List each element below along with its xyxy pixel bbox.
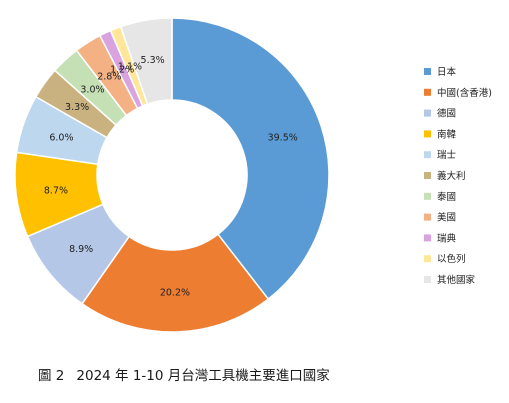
legend-label-4: 南韓 — [437, 128, 457, 140]
legend-swatch-11 — [424, 276, 431, 283]
legend-swatch-5 — [424, 151, 431, 159]
slice-label-9: 1.2% — [110, 65, 134, 76]
legend-label-2: 中國(含香港) — [437, 87, 492, 99]
figure-title: 2024 年 1-10 月台灣工具機主要進口國家 — [76, 368, 330, 384]
legend-label-9: 瑞典 — [437, 232, 457, 244]
slice-labels-layer: 39.5% 20.2% 8.9% 8.7% 6.0% 3.3% 3.0% 2.8%1.2%1.… — [44, 55, 298, 298]
slice-label-2: 20.2% — [160, 287, 190, 298]
legend-swatch-9 — [424, 234, 431, 242]
slice-11 — [119, 17, 173, 106]
slice-label-11: 5.3% — [141, 55, 165, 66]
legend-swatch-7 — [424, 192, 431, 200]
slice-label-8: 2.8% — [97, 72, 121, 83]
slice-label-10: 1.1% — [118, 61, 142, 72]
legend-label-1: 日本 — [437, 66, 457, 78]
figure-number: 圖 2 — [38, 368, 65, 384]
legend-swatch-3 — [424, 109, 431, 117]
slice-label-5: 6.0% — [49, 132, 73, 143]
legend-label-6: 義大利 — [437, 170, 466, 182]
legend-label-7: 泰國 — [437, 191, 456, 203]
slice-1 — [171, 17, 330, 301]
donut-chart: 39.5% 20.2% 8.9% 8.7% 6.0% 3.3% 3.0% 2.8%1.2%1.… — [14, 17, 492, 333]
legend-swatch-10 — [424, 255, 431, 263]
slice-label-3: 8.9% — [69, 244, 93, 255]
legend-swatch-1 — [424, 68, 431, 75]
slice-label-7: 3.0% — [80, 85, 104, 96]
legend-swatch-4 — [424, 130, 431, 138]
slice-label-1: 39.5% — [268, 133, 298, 144]
slice-label-6: 3.3% — [65, 102, 89, 113]
legend-label-3: 德國 — [437, 108, 456, 120]
slice-2 — [81, 233, 270, 333]
legend-label-8: 美國 — [437, 212, 456, 224]
legend-label-11: 其他國家 — [437, 274, 476, 286]
legend-swatch-8 — [424, 213, 431, 221]
figure-caption: 圖 2 2024 年 1-10 月台灣工具機主要進口國家 — [38, 364, 330, 384]
legend-label-10: 以色列 — [437, 253, 466, 265]
legend-swatch-6 — [424, 172, 431, 179]
slices-layer — [14, 17, 330, 333]
legend-swatch-2 — [424, 88, 431, 96]
legend-label-5: 瑞士 — [437, 149, 457, 161]
slice-label-4: 8.7% — [44, 186, 68, 197]
